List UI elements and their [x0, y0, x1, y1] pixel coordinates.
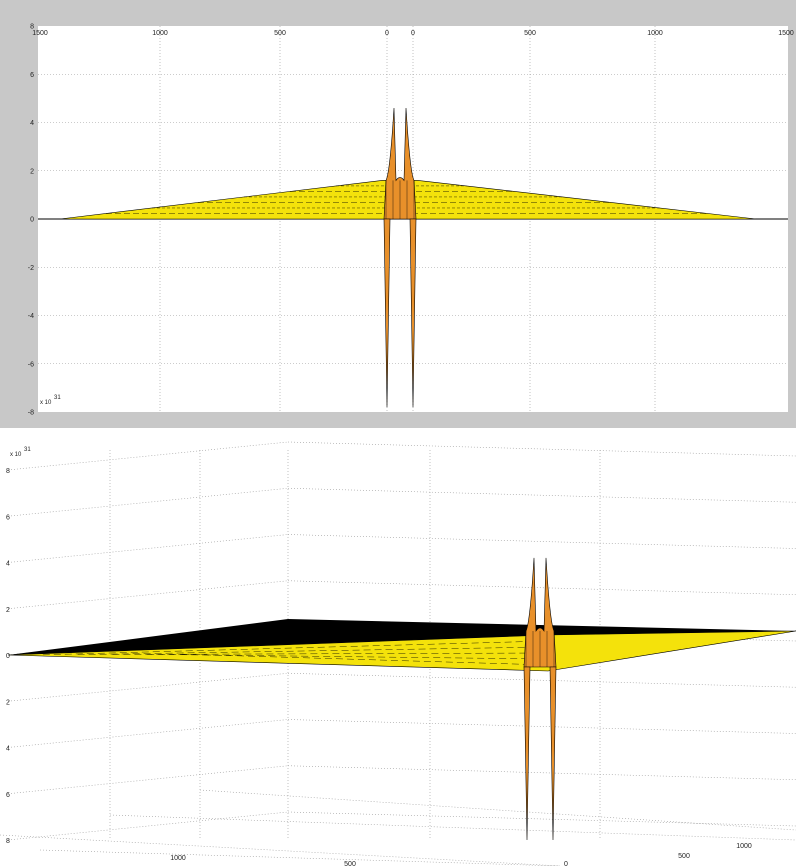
spike-lower-right — [409, 218, 417, 408]
gridline-z — [7, 719, 289, 748]
z-tick-label: 2 — [6, 699, 10, 706]
gridline-floor — [109, 814, 796, 841]
spike-upper — [383, 108, 417, 220]
gridline-z-back — [287, 719, 796, 734]
gridline-z — [7, 765, 289, 795]
z-tick-label: -8 — [28, 410, 34, 417]
y-tick-label: 0 — [564, 861, 568, 866]
z-tick-label: 8 — [30, 24, 34, 31]
z-tick-label: 8 — [6, 838, 10, 845]
plateau-mesh-line — [147, 654, 549, 660]
gridline-z-back — [287, 811, 796, 827]
z-tick-label: -6 — [28, 361, 34, 368]
z-tick-label: 8 — [6, 468, 10, 475]
gridline-z-back — [287, 487, 796, 503]
z-tick-label: 0 — [6, 653, 10, 660]
gridline-z-back — [287, 672, 796, 688]
x-tick-label: 1000 — [152, 30, 168, 37]
gridline-z-back — [287, 441, 796, 457]
gridline-z-back — [287, 580, 796, 596]
exponent-power: 31 — [54, 395, 61, 401]
z-tick-label: 2 — [6, 607, 10, 614]
z-tick-label: 6 — [6, 792, 10, 799]
z-tick-label: 0 — [30, 217, 34, 224]
plateau-mesh-line — [42, 640, 549, 656]
exponent-power: 31 — [24, 447, 31, 453]
x-tick-label: 1000 — [170, 855, 186, 862]
z-tick-label: 2 — [30, 168, 34, 175]
x-tick-label: 1000 — [647, 30, 663, 37]
z-tick-label: -4 — [28, 313, 34, 320]
gridline-z — [7, 441, 289, 471]
y-tick-label: 500 — [678, 853, 690, 860]
gridline-z-back — [287, 765, 796, 781]
gridline-z — [7, 672, 289, 702]
exponent-label: x 10 — [40, 400, 52, 406]
y-tick-label: 1000 — [736, 843, 752, 850]
x-tick-label: 500 — [344, 861, 356, 866]
z-tick-label: 6 — [6, 514, 10, 521]
front-view-surface-plot: 8 6 4 2 0 -2 -4 -6 -8 1500 1000 500 0 0 500 1000 1500 x 1… — [0, 0, 796, 428]
gridline-z — [7, 534, 289, 563]
spike-lower-left — [383, 218, 391, 408]
z-tick-label: -2 — [28, 265, 34, 272]
gridline-z — [7, 487, 289, 517]
gridline-floor — [0, 834, 561, 866]
spike-lower-right — [549, 666, 557, 841]
x-tick-label: 0 — [385, 30, 389, 37]
x-tick-label: 500 — [524, 30, 536, 37]
spike-upper — [523, 557, 557, 668]
z-tick-label: 6 — [30, 72, 34, 79]
plateau-mesh-line — [181, 653, 549, 666]
spike-lower-left — [523, 666, 531, 841]
gridline-z — [7, 811, 289, 841]
plateau-surface — [7, 630, 796, 672]
exponent-label: x 10 — [10, 452, 22, 458]
x-tick-label: 1500 — [32, 30, 48, 37]
gridline-z — [7, 580, 289, 610]
gridline-floor — [199, 789, 796, 831]
x-tick-label: 500 — [274, 30, 286, 37]
plateau-mesh-line — [77, 646, 549, 655]
x-tick-label: 1500 — [778, 30, 794, 37]
z-tick-label: 4 — [6, 746, 10, 753]
z-tick-label: 4 — [6, 561, 10, 568]
3d-view-surface-plot: 8 6 4 2 0 2 4 6 8 x 10 31 1000 500 1000 500 0 — [0, 430, 796, 866]
front-view-plot-svg: 8 6 4 2 0 -2 -4 -6 -8 1500 1000 500 0 0 500 1000 1500 x 1… — [0, 0, 796, 428]
gridline-z-back — [287, 534, 796, 549]
z-tick-label: 4 — [30, 120, 34, 127]
x-tick-label: 0 — [411, 30, 415, 37]
